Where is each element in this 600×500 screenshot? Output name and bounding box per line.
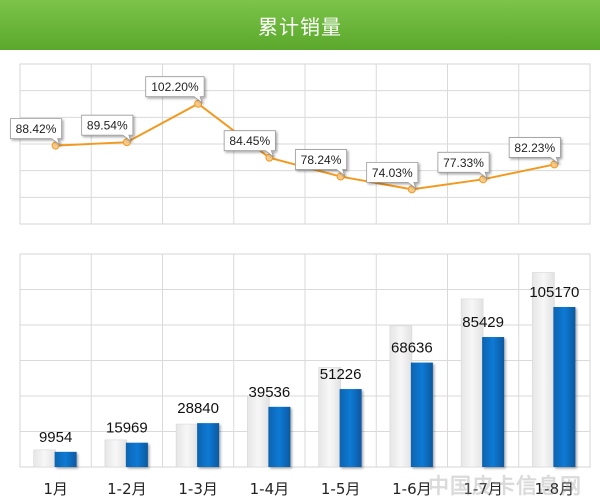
x-tick-label: 1-3月 [178,480,218,498]
bar-data-label: 68636 [391,340,433,357]
current-bar-group [54,451,77,467]
x-tick-label: 1-8月 [535,480,575,498]
ratio-callout-box [295,149,348,177]
previous-period-bar [104,439,128,468]
ratio-callout [81,114,134,143]
ratio-data-label: 89.54% [87,119,128,133]
chart-title: 累计销量 [258,17,342,39]
bar-data-label: 51226 [320,366,362,383]
ratio-callout [295,149,348,177]
watermark: 中国皮卡信息网 [428,475,582,498]
x-tick-label: 1-4月 [250,480,290,498]
ratio-callout [223,130,276,158]
ratio-data-label: 74.03% [372,166,413,180]
current-bar-group [268,406,291,467]
ratio-callout-box [437,151,490,180]
ratio-callout-box [508,137,561,165]
ratio-callout-box [366,161,419,190]
bar-data-label: 85429 [462,314,504,331]
bar-data-label: 15969 [106,420,148,437]
current-period-bar [339,389,362,467]
ratio-callout [437,151,490,180]
ratio-callout-box [145,76,205,104]
cumulative-sales-bar-chart: 9954 1月 15969 1-2月 28840 1-3月 39536 1-4月 51226 1-… [19,253,591,498]
current-bar-group [339,389,362,467]
ratio-callout [145,76,205,104]
current-period-bar [410,362,433,467]
bar-data-label: 9954 [39,429,72,446]
current-bar-group [410,362,433,467]
current-period-bar [553,306,576,467]
x-tick-label: 1-5月 [321,480,361,498]
ratio-data-label: 77.33% [443,156,484,170]
ratio-data-label: 82.23% [514,141,555,155]
current-bar-group [197,423,220,467]
ratio-data-label: 88.42% [16,122,57,136]
current-period-bar [268,406,291,467]
bar-data-label: 105170 [529,284,579,301]
ratio-data-label: 84.45% [229,134,270,148]
bar-data-label: 39536 [249,384,291,401]
ratio-callout-box [10,118,63,146]
current-bar-group [553,306,576,467]
ratio-callout [366,161,419,190]
bar-data-label: 28840 [177,400,219,417]
current-bar-group [125,442,148,467]
x-tick-label: 1-2月 [107,480,147,498]
title-banner: 累计销量 [0,0,600,50]
ratio-callout [508,137,561,165]
ratio-data-label: 78.24% [301,153,342,167]
ratio-callout-box [223,130,276,158]
current-period-bar [54,451,77,467]
ratio-data-label: 102.20% [151,80,199,94]
current-bar-group [482,337,505,467]
current-period-bar [197,423,220,467]
ratio-line-chart: 88.42% 89.54% 102.20% 84.45% 78.24% 74.03% 77.… [10,63,591,225]
current-period-bar [482,337,505,467]
x-tick-label: 1-6月 [392,480,432,498]
ratio-callout-box [81,114,134,143]
previous-period-bar [532,272,555,468]
previous-period-bar [175,423,199,468]
ratio-callout [10,118,63,146]
x-tick-label: 1-7月 [463,480,503,498]
ratio-point [550,160,559,169]
x-tick-label: 1月 [43,480,68,498]
current-period-bar [125,442,148,467]
previous-period-bar [247,395,270,468]
previous-period-bar [33,449,56,468]
